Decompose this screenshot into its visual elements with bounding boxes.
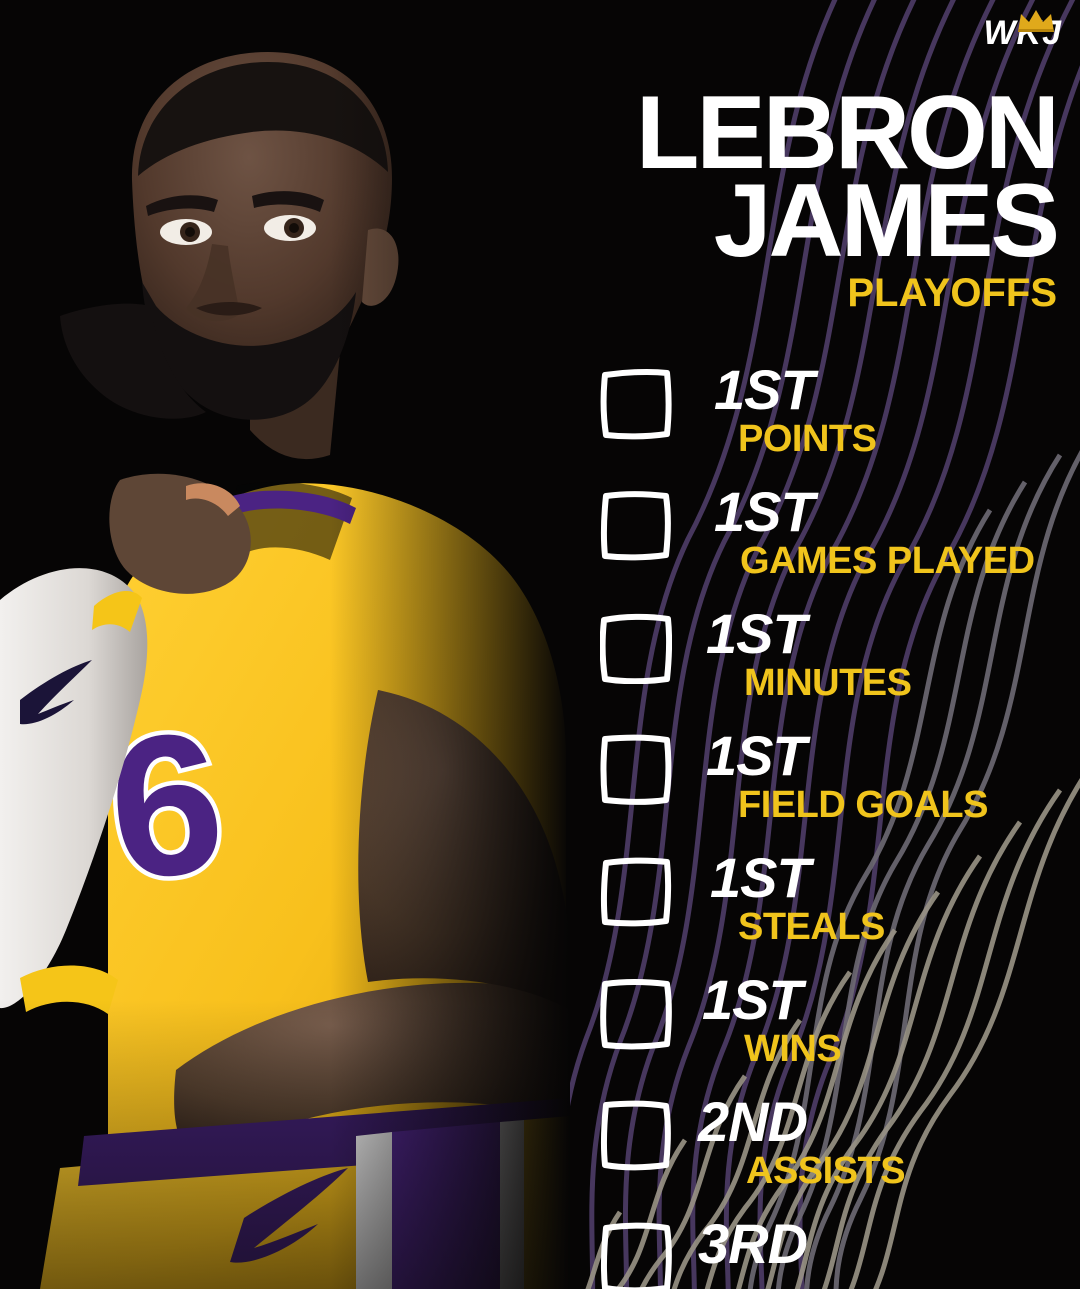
stat-rank: 1ST (706, 602, 807, 665)
stat-metric: ASSISTS (746, 1150, 906, 1192)
stat-metric: FIELD GOALS (738, 784, 988, 826)
stat-text: 1ST MINUTES (698, 602, 1066, 704)
stat-row: 1ST POINTS (600, 362, 1080, 488)
checkbox-steals[interactable] (600, 856, 672, 928)
stat-metric: WINS (744, 1028, 842, 1070)
subtitle-text: PLAYOFFS (847, 271, 1057, 316)
stat-text: 1ST GAMES PLAYED (698, 480, 1066, 582)
stat-text: 1ST FIELD GOALS (698, 724, 1066, 826)
stat-metric: STEALS (738, 906, 885, 948)
checkbox-assists[interactable] (600, 1100, 672, 1172)
checkbox-minutes[interactable] (600, 612, 672, 684)
stat-list: 1ST POINTS 1ST GAMES PLAYED 1ST MINUTES (600, 362, 1080, 1289)
stat-row: 2ND ASSISTS (600, 1094, 1080, 1220)
stat-rank: 1ST (714, 358, 815, 421)
stat-text: 3RD (698, 1216, 1066, 1274)
crown-icon (1018, 10, 1054, 32)
stat-metric: MINUTES (744, 662, 912, 704)
stat-text: 1ST POINTS (698, 358, 1066, 460)
checkbox-field-goals[interactable] (600, 734, 672, 806)
stat-rank: 2ND (698, 1090, 808, 1153)
stat-rank: 1ST (706, 724, 807, 787)
headline-block: LEBRON JAMES PLAYOFFS (545, 75, 1060, 316)
stat-row: 1ST MINUTES (600, 606, 1080, 732)
checkbox-wins[interactable] (600, 978, 672, 1050)
stat-metric: GAMES PLAYED (740, 540, 1035, 582)
stat-row: 3RD (600, 1216, 1080, 1289)
lebron-james-photo: 6 (0, 0, 570, 1289)
checkbox-third[interactable] (600, 1222, 672, 1289)
checkbox-games-played[interactable] (600, 490, 672, 562)
checkbox-points[interactable] (600, 368, 672, 440)
last-name-text: JAMES (713, 162, 1060, 279)
stat-rank: 1ST (702, 968, 803, 1031)
stat-row: 1ST STEALS (600, 850, 1080, 976)
stat-rank: 1ST (714, 480, 815, 543)
stat-metric: POINTS (738, 418, 877, 460)
wkj-logo[interactable]: WKJ (983, 10, 1062, 50)
stat-row: 1ST GAMES PLAYED (600, 484, 1080, 610)
stat-text: 1ST STEALS (698, 846, 1066, 948)
first-name-text: LEBRON (635, 75, 1060, 191)
stat-text: 1ST WINS (698, 968, 1066, 1070)
stat-row: 1ST WINS (600, 972, 1080, 1098)
stat-rank: 3RD (698, 1212, 808, 1275)
stat-row: 1ST FIELD GOALS (600, 728, 1080, 854)
stat-rank: 1ST (710, 846, 811, 909)
stat-text: 2ND ASSISTS (698, 1090, 1066, 1192)
